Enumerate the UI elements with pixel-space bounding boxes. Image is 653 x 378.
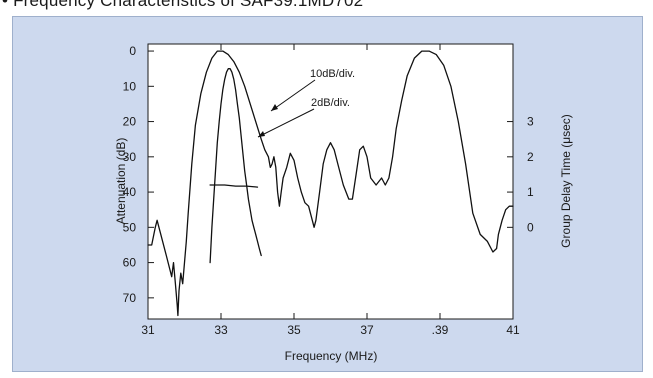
svg-text:50: 50: [123, 220, 137, 234]
annotation-10db: 10dB/div.: [270, 68, 355, 112]
annotation-2db: 2dB/div.: [257, 97, 350, 138]
series-narrow-attenuation-curve: [209, 68, 262, 264]
svg-text:1: 1: [527, 185, 534, 199]
left-tick: 60: [123, 256, 154, 270]
svg-text:41: 41: [506, 323, 520, 337]
bottom-tick: .39: [432, 44, 449, 337]
svg-text:10dB/div.: 10dB/div.: [310, 68, 355, 80]
svg-text:60: 60: [123, 256, 137, 270]
left-tick: 20: [123, 115, 154, 129]
svg-text:31: 31: [141, 323, 155, 337]
left-tick: 30: [123, 150, 154, 164]
svg-text:35: 35: [287, 323, 301, 337]
right-tick: 2: [507, 150, 534, 164]
series-layer: [147, 50, 514, 317]
svg-text:33: 33: [214, 323, 228, 337]
left-tick: 40: [123, 185, 154, 199]
y-axis-label-right: Group Delay Time (μsec): [559, 114, 573, 248]
svg-text:40: 40: [123, 185, 137, 199]
series-group-delay-curve: [209, 184, 259, 188]
page-heading: • Frequency Characteristics of SAF39.1MD…: [2, 0, 364, 10]
left-tick: 70: [123, 291, 154, 305]
bottom-tick: 37: [360, 44, 374, 337]
bottom-tick: 41: [506, 44, 520, 337]
right-axis-ticks: 3 2 1 0: [507, 115, 534, 234]
annotation-layer: 10dB/div. 2dB/div.: [257, 68, 355, 138]
y-axis-label-left: Attenuation (dB): [114, 138, 128, 225]
bottom-tick: 31: [141, 44, 155, 337]
left-axis-ticks: 0 10 20 30 40 50 60 70: [123, 44, 154, 305]
left-tick: 0: [129, 44, 154, 58]
svg-text:10: 10: [123, 79, 137, 93]
bottom-tick: 33: [214, 44, 228, 337]
right-tick: 1: [507, 185, 534, 199]
bottom-axis-ticks: 31 33 35 37 .39 41: [141, 44, 520, 337]
svg-text:30: 30: [123, 150, 137, 164]
svg-text:0: 0: [527, 220, 534, 234]
svg-text:37: 37: [360, 323, 374, 337]
left-tick: 50: [123, 220, 154, 234]
right-tick: 0: [507, 220, 534, 234]
bottom-tick: 35: [287, 44, 301, 337]
svg-text:0: 0: [129, 44, 136, 58]
svg-text:20: 20: [123, 115, 137, 129]
svg-text:3: 3: [527, 115, 534, 129]
right-tick: 3: [507, 115, 534, 129]
svg-text:2: 2: [527, 150, 534, 164]
svg-text:2dB/div.: 2dB/div.: [311, 97, 350, 109]
series-wide-attenuation-curve: [147, 50, 514, 317]
svg-text:70: 70: [123, 291, 137, 305]
left-tick: 10: [123, 79, 154, 93]
x-axis-label: Frequency (MHz): [285, 349, 378, 363]
svg-text:.39: .39: [432, 323, 449, 337]
